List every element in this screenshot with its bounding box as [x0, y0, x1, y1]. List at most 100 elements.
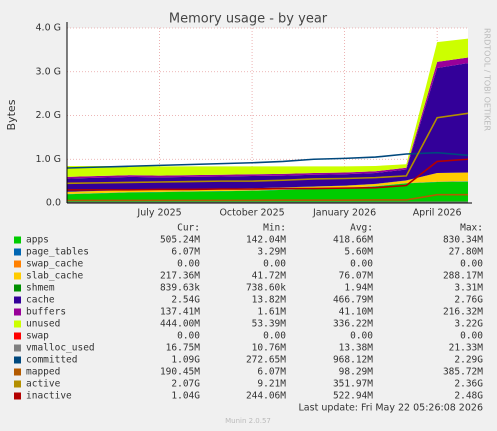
legend-stat: 830.34M — [443, 235, 483, 246]
line — [67, 193, 468, 202]
legend-swatch — [14, 320, 21, 328]
legend-stat: 6.07M — [171, 247, 200, 258]
area — [67, 181, 468, 203]
legend-swatch — [14, 380, 21, 388]
area — [67, 63, 468, 192]
version: Munin 2.0.57 — [225, 417, 271, 425]
legend-stat: 76.07M — [339, 271, 374, 282]
legend-stat: 217.36M — [160, 271, 200, 282]
line — [67, 158, 469, 191]
legend-stat: 336.22M — [333, 319, 373, 330]
legend-stat: 137.41M — [160, 307, 200, 318]
legend-stat: 839.63k — [160, 283, 200, 294]
line — [66, 112, 469, 185]
legend-label: committed — [26, 355, 77, 366]
legend-label: buffers — [26, 307, 66, 318]
legend-label: active — [26, 379, 61, 390]
legend-label: page_tables — [26, 247, 89, 258]
legend-stat: 13.38M — [339, 343, 374, 354]
legend-stat: 3.31M — [454, 283, 483, 294]
y-axis-label: Bytes — [5, 99, 18, 130]
legend-stat: 5.60M — [344, 247, 373, 258]
legend-header: Min: — [263, 223, 286, 234]
legend-swatch — [14, 260, 21, 268]
legend-stat: 190.45M — [160, 367, 200, 378]
legend-swatch — [14, 356, 21, 364]
legend-label: inactive — [26, 391, 72, 402]
legend-stat: 2.29G — [454, 355, 483, 366]
legend-stat: 6.07M — [257, 367, 286, 378]
legend-stat: 522.94M — [333, 391, 373, 402]
legend-stat: 418.66M — [333, 235, 373, 246]
legend-label: unused — [26, 319, 60, 330]
legend-stat: 2.36G — [454, 379, 483, 390]
legend-stat: 0.00 — [460, 259, 483, 270]
legend-stat: 13.82M — [252, 295, 287, 306]
legend-label: vmalloc_used — [26, 343, 95, 354]
legend-stat: 27.80M — [449, 247, 484, 258]
x-tick-label: October 2025 — [219, 208, 284, 219]
legend-swatch — [14, 308, 21, 316]
legend-header: Avg: — [350, 223, 373, 234]
legend-swatch — [14, 332, 21, 340]
legend-header: Max: — [460, 223, 483, 234]
legend-swatch — [14, 368, 21, 376]
x-tick-label: April 2026 — [413, 208, 462, 219]
x-tick-label: January 2026 — [312, 208, 376, 219]
legend-swatch — [14, 344, 21, 352]
legend-stat: 53.39M — [252, 319, 287, 330]
chart-title: Memory usage - by year — [169, 12, 328, 27]
legend-stat: 351.97M — [333, 379, 373, 390]
y-tick-label: 1.0 G — [36, 154, 62, 165]
legend-stat: 16.75M — [166, 343, 201, 354]
legend-label: swap — [26, 331, 49, 342]
legend-stat: 385.72M — [443, 367, 483, 378]
legend-swatch — [14, 296, 21, 304]
legend-label: apps — [26, 235, 49, 246]
footer: Last update: Fri May 22 05:26:08 2026 — [299, 403, 483, 414]
legend-label: swap_cache — [26, 259, 83, 270]
legend-swatch — [14, 248, 21, 256]
legend-stat: 216.32M — [443, 307, 483, 318]
legend-swatch — [14, 392, 21, 400]
legend-stat: 0.00 — [177, 331, 200, 342]
legend-header: Cur: — [177, 223, 200, 234]
legend-stat: 1.94M — [344, 283, 373, 294]
y-tick-label: 3.0 G — [36, 66, 62, 77]
area — [67, 181, 468, 195]
legend-swatch — [14, 236, 21, 244]
legend-stat: 288.17M — [443, 271, 483, 282]
legend-stat: 142.04M — [246, 235, 286, 246]
legend-stat: 3.29M — [257, 247, 286, 258]
legend-stat: 41.10M — [339, 307, 374, 318]
y-tick-label: 4.0 G — [36, 23, 62, 34]
legend-swatch — [14, 284, 21, 292]
legend-stat: 21.33M — [449, 343, 484, 354]
legend-stat: 0.00 — [460, 331, 483, 342]
legend-stat: 1.09G — [171, 355, 200, 366]
legend-stat: 0.00 — [263, 259, 286, 270]
y-tick-label: 0.0 — [46, 198, 61, 209]
legend-label: mapped — [26, 367, 60, 378]
legend-stat: 3.22G — [454, 319, 483, 330]
legend-stat: 466.79M — [333, 295, 373, 306]
legend-swatch — [14, 272, 21, 280]
y-tick-label: 2.0 G — [36, 110, 62, 121]
legend-stat: 0.00 — [263, 331, 286, 342]
legend-stat: 41.72M — [252, 271, 287, 282]
legend-stat: 272.65M — [246, 355, 286, 366]
legend-stat: 505.24M — [160, 235, 200, 246]
legend-stat: 2.76G — [454, 295, 483, 306]
legend-stat: 98.29M — [339, 367, 374, 378]
legend-stat: 2.48G — [454, 391, 483, 402]
legend-stat: 738.60k — [246, 283, 286, 294]
legend-stat: 244.06M — [246, 391, 286, 402]
legend-stat: 0.00 — [350, 259, 373, 270]
side-text: RRDTOOL / TOBI OETIKER — [483, 28, 492, 131]
legend-stat: 444.00M — [160, 319, 200, 330]
line — [66, 151, 469, 169]
legend-stat: 0.00 — [177, 259, 200, 270]
legend-label: shmem — [26, 283, 55, 294]
area — [67, 172, 468, 195]
